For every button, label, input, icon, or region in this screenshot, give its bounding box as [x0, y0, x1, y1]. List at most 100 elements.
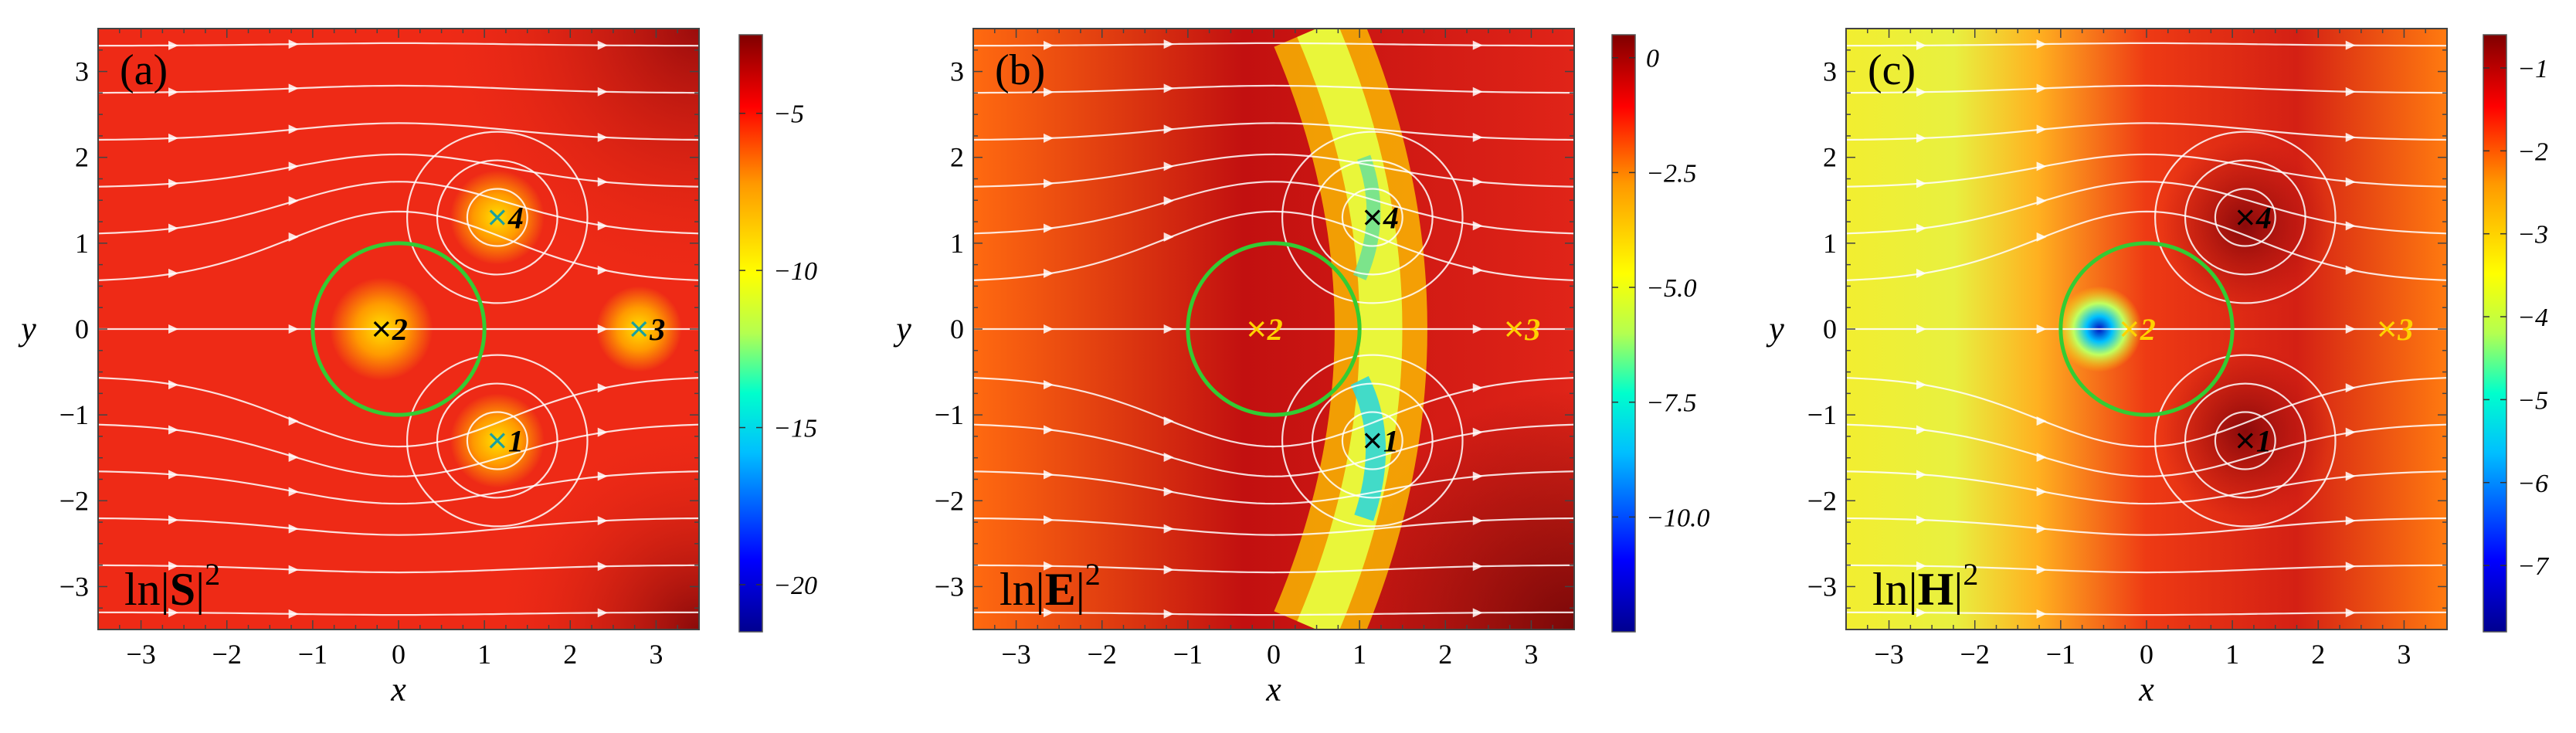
streamline-arrow	[168, 608, 179, 618]
streamline	[2184, 382, 2306, 499]
streamline-arrow	[1163, 565, 1174, 575]
colorbar-gradient	[738, 34, 763, 633]
streamline-arrow	[1916, 40, 1927, 50]
x-tick-label: 3	[649, 639, 663, 670]
streamline-arrow	[1916, 380, 1927, 390]
x-tick-label: −3	[1001, 639, 1030, 670]
streamline-arrow	[2345, 87, 2356, 97]
y-tick-label: 3	[75, 56, 89, 87]
point-marker-1	[2237, 433, 2253, 449]
point-marker-4	[2237, 209, 2253, 226]
x-tick-label: −3	[1874, 639, 1903, 670]
streamline-arrow	[597, 132, 608, 142]
point-label-2: 2	[1267, 312, 1283, 347]
streamline	[2184, 159, 2306, 276]
streamline-arrow	[1916, 223, 1927, 233]
colorbar-gradient	[1611, 34, 1636, 633]
streamline-arrow	[597, 177, 608, 187]
streamline	[1341, 188, 1403, 247]
streamline-arrow	[2036, 161, 2047, 171]
streamline-arrow	[1472, 324, 1483, 334]
streamline-arrow	[1163, 487, 1174, 497]
streamline-arrow	[1163, 83, 1174, 93]
x-tick-label: 3	[2397, 639, 2411, 670]
colorbar: −1 −2 −3 −4 −5 −6 −7	[2483, 34, 2550, 633]
streamline-arrow	[1472, 516, 1483, 526]
point-label-1: 1	[2256, 423, 2272, 458]
streamline-arrow	[2345, 221, 2356, 231]
x-tick-label: 1	[1352, 639, 1366, 670]
streamline-arrow	[288, 83, 299, 93]
x-axis-label: x	[2138, 670, 2154, 708]
streamline-arrow	[1044, 608, 1054, 618]
streamline-arrow	[2036, 565, 2047, 575]
streamline-arrow	[168, 425, 179, 435]
heatmap-shade	[2159, 346, 2331, 518]
point-label-3: 3	[2397, 312, 2413, 347]
x-tick-label: 2	[1438, 639, 1452, 670]
streamline-arrow	[2345, 471, 2356, 481]
y-tick-label: −2	[935, 485, 964, 516]
y-tick-label: −1	[1807, 399, 1837, 430]
streamline-arrow	[1044, 324, 1054, 334]
colorbar-gradient	[2483, 34, 2507, 633]
streamline-arrow	[168, 223, 179, 233]
point-label-1: 1	[1383, 423, 1399, 458]
streamline-arrow	[168, 380, 179, 390]
x-tick-label: −2	[212, 639, 242, 670]
streamline-arrow	[1163, 39, 1174, 49]
streamline-arrow	[2345, 516, 2356, 526]
colorbar-tick-label: 0	[1646, 45, 1659, 73]
point-marker-4	[489, 209, 505, 226]
streamline-arrow	[1163, 124, 1174, 134]
y-tick-label: 2	[1823, 142, 1837, 173]
plot-area: 1 2 3 4	[1846, 29, 2447, 629]
colorbar-tick-label: −15	[773, 415, 817, 443]
streamline-arrow	[168, 268, 179, 278]
streamline-arrow	[2345, 132, 2356, 142]
streamline-arrow	[1163, 416, 1174, 426]
point-marker-4	[1364, 209, 1380, 226]
panel-c: 12 34−3 −2 −1 0 1 2 3−3−2−10123xy(c)ln|H|2−1−2−…	[1766, 28, 2550, 708]
streamline-arrow	[2345, 265, 2356, 275]
streamline-arrow	[597, 324, 608, 334]
streamline	[2214, 188, 2276, 247]
streamline	[2154, 131, 2337, 304]
y-tick-label: −1	[935, 399, 964, 430]
streamline-arrow	[168, 470, 179, 480]
streamline-arrow	[2345, 427, 2356, 437]
x-axis-label: x	[390, 670, 406, 708]
field-label: ln|H|2	[1872, 557, 1978, 615]
x-tick-label: −1	[298, 639, 328, 670]
heatmap-shade	[2159, 140, 2331, 312]
streamline-arrow	[288, 565, 299, 575]
streamline-arrow	[168, 324, 179, 334]
streamline-arrow	[288, 124, 299, 134]
streamline-arrow	[1916, 608, 1927, 618]
plot-area: 1 2 3 4	[973, 29, 1574, 629]
colorbar-tick-label: −20	[773, 572, 817, 600]
streamline-arrow	[2345, 40, 2356, 50]
streamline-arrow	[1044, 425, 1054, 435]
colorbar-tick-label: −10	[773, 257, 817, 286]
point-label-4: 4	[2255, 201, 2272, 236]
field-label: ln|S|2	[124, 557, 220, 615]
streamline-arrow	[1472, 265, 1483, 275]
y-tick-label: 0	[75, 314, 89, 344]
streamline-arrow	[168, 561, 179, 571]
x-tick-label: −2	[1960, 639, 1990, 670]
colorbar-tick-label: −5	[2517, 386, 2548, 415]
point-marker-3	[631, 321, 647, 338]
y-axis-label: y	[893, 310, 911, 348]
streamline-arrow	[2036, 324, 2047, 334]
colorbar-tick-label: −4	[2517, 304, 2548, 332]
streamline-arrow	[1163, 161, 1174, 171]
y-tick-label: −1	[59, 399, 89, 430]
streamline-arrow	[288, 196, 299, 206]
streamline-arrow	[168, 178, 179, 188]
streamline-arrow	[597, 471, 608, 481]
field-label-exponent: 2	[1963, 557, 1978, 592]
streamline-arrow	[1163, 524, 1174, 534]
streamline	[2154, 354, 2337, 528]
